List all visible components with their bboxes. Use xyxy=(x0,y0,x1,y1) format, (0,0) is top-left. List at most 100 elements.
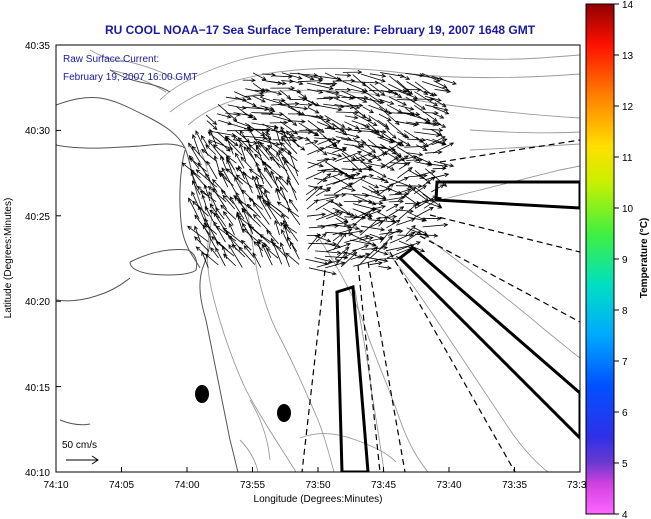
current-vector-head xyxy=(418,157,424,162)
current-vector xyxy=(324,127,352,130)
current-vector xyxy=(405,96,426,110)
current-vector xyxy=(386,219,400,229)
current-vector xyxy=(378,216,388,227)
current-vector xyxy=(307,161,324,167)
current-vector xyxy=(380,90,398,95)
current-vector xyxy=(201,251,209,269)
current-label: Raw Surface Current: xyxy=(63,54,159,65)
current-vector-head xyxy=(388,139,394,144)
current-vector-head xyxy=(436,97,442,102)
current-vector-head xyxy=(181,162,187,167)
current-vector-head xyxy=(355,226,360,231)
current-vector xyxy=(324,168,337,171)
current-vector xyxy=(413,185,427,195)
current-vector xyxy=(368,185,380,194)
current-vector xyxy=(396,99,417,101)
current-vector-head xyxy=(211,178,217,184)
current-vector xyxy=(360,200,373,203)
current-vector xyxy=(316,89,339,94)
current-vector-head xyxy=(269,156,274,161)
current-vector-head xyxy=(346,73,352,78)
current-vector-head xyxy=(357,70,363,75)
current-vector-head xyxy=(200,135,206,140)
current-vector xyxy=(241,240,252,251)
current-vector-head xyxy=(232,116,238,122)
current-vector xyxy=(389,162,408,165)
current-vector-head xyxy=(297,75,303,80)
current-vector xyxy=(289,98,307,101)
current-vector xyxy=(341,211,355,217)
current-vector-head xyxy=(212,187,217,193)
current-vector xyxy=(377,136,393,144)
current-vector xyxy=(288,150,299,177)
current-vector-head xyxy=(247,146,252,152)
current-vector xyxy=(305,186,318,196)
current-vector xyxy=(369,242,388,259)
current-vector-head xyxy=(410,218,416,222)
current-vector xyxy=(323,103,344,108)
current-vector xyxy=(344,121,359,129)
current-vector-head xyxy=(263,189,268,195)
current-vector-head xyxy=(259,90,265,95)
current-vector-head xyxy=(371,242,377,247)
current-vector-head xyxy=(315,233,321,239)
current-vector xyxy=(371,177,385,181)
current-vector xyxy=(314,137,336,140)
current-vector xyxy=(305,74,323,80)
current-vector-head xyxy=(321,169,327,174)
current-vector xyxy=(252,95,266,103)
current-vector xyxy=(425,163,448,167)
current-vector xyxy=(387,120,407,138)
current-vector-head xyxy=(417,184,423,189)
current-vector-head xyxy=(209,209,214,215)
current-vector-head xyxy=(380,227,386,232)
current-vector xyxy=(205,173,218,193)
current-vector xyxy=(316,140,341,153)
current-vector xyxy=(192,180,201,195)
current-vector-head xyxy=(212,144,218,149)
current-vector-head xyxy=(405,142,411,147)
current-vector-head xyxy=(437,150,443,155)
current-vector xyxy=(307,138,327,156)
current-vector xyxy=(415,144,427,151)
current-vector-head xyxy=(226,114,232,119)
current-vector xyxy=(208,186,227,203)
current-vector xyxy=(305,185,323,201)
current-vector xyxy=(378,98,394,105)
current-vector-head xyxy=(367,215,373,220)
current-vector-head xyxy=(243,245,249,250)
current-vector-head xyxy=(343,251,348,256)
current-vector xyxy=(280,104,308,110)
current-vector xyxy=(396,241,421,252)
current-vector-head xyxy=(342,232,347,238)
current-vector xyxy=(335,151,362,162)
current-vector xyxy=(201,135,209,148)
current-vector xyxy=(289,79,303,85)
current-vector-head xyxy=(411,224,416,230)
current-vector xyxy=(331,200,352,216)
current-vector-head xyxy=(277,80,283,86)
current-vector-head xyxy=(422,185,427,190)
current-vector xyxy=(305,258,329,265)
current-vector-head xyxy=(298,81,304,86)
current-vector xyxy=(261,244,273,266)
current-vector xyxy=(202,224,217,250)
current-vector xyxy=(362,186,386,199)
current-vector-head xyxy=(383,242,388,247)
current-vector-head xyxy=(212,125,218,131)
current-vector xyxy=(360,123,385,138)
current-vector xyxy=(220,204,237,220)
current-vector-head xyxy=(195,130,200,135)
current-vector-head xyxy=(255,144,260,150)
current-vector-head xyxy=(439,114,445,119)
current-vector xyxy=(326,146,347,151)
current-vector xyxy=(297,72,314,80)
current-vector-head xyxy=(381,173,387,178)
current-vector-head xyxy=(318,78,323,83)
current-vector xyxy=(316,114,335,131)
buoy-marker xyxy=(195,385,209,403)
x-tick-label: 73:55 xyxy=(240,480,265,491)
current-vector-head xyxy=(251,102,257,107)
current-vector xyxy=(360,127,386,133)
current-vector xyxy=(432,120,446,128)
